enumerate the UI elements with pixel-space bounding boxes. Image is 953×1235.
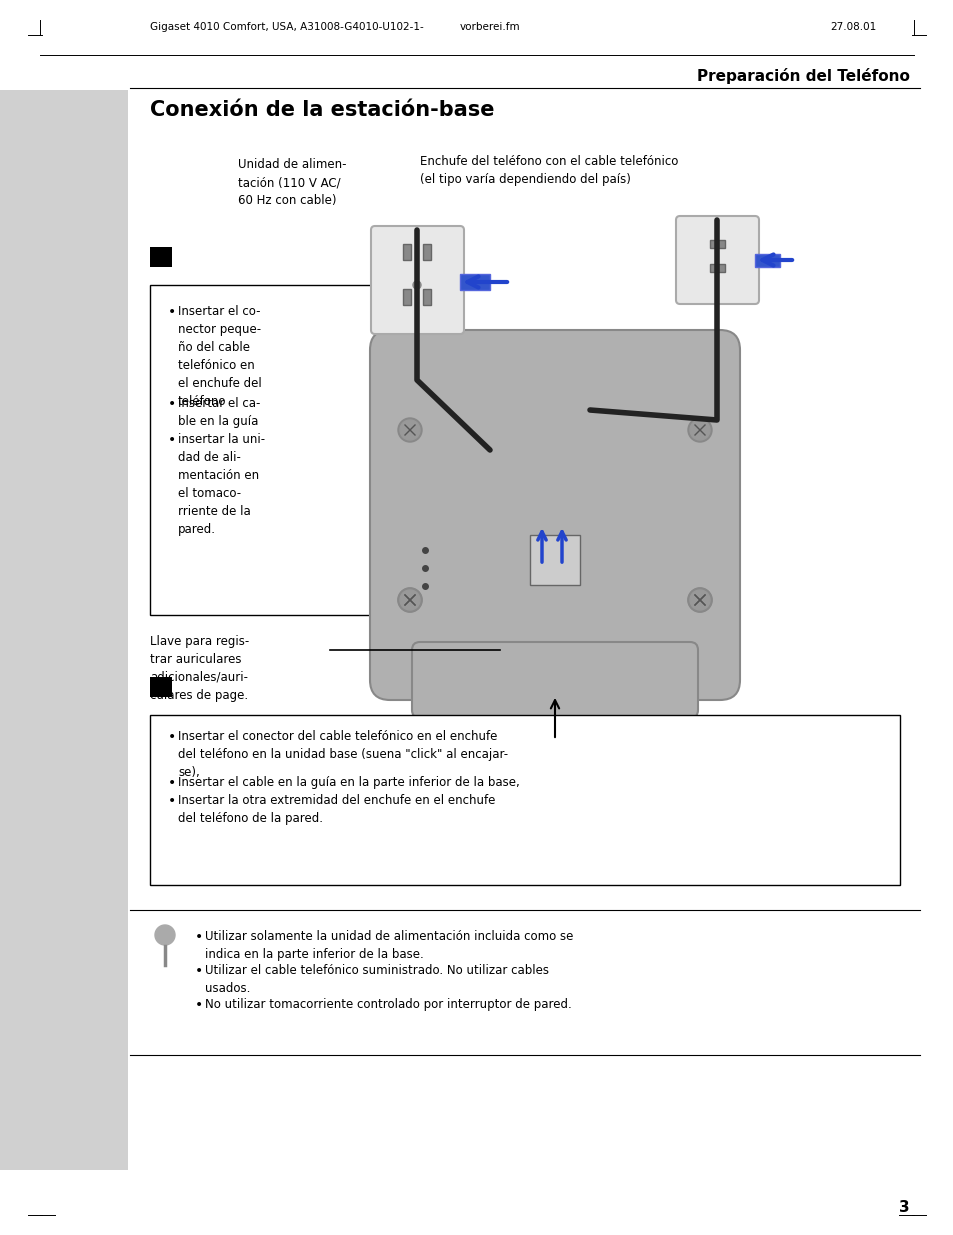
Text: Utilizar el cable telefónico suministrado. No utilizar cables
usados.: Utilizar el cable telefónico suministrad… bbox=[205, 965, 548, 995]
Circle shape bbox=[689, 590, 709, 610]
Text: insertar el ca-
ble en la guía: insertar el ca- ble en la guía bbox=[178, 396, 260, 429]
Circle shape bbox=[397, 588, 421, 613]
Bar bbox=[150, 285, 379, 615]
Text: Insertar el conector del cable telefónico en el enchufe
del teléfono en la unida: Insertar el conector del cable telefónic… bbox=[178, 730, 508, 779]
Text: •: • bbox=[194, 998, 203, 1011]
Text: Unidad de alimen-
tación (110 V AC/
60 Hz con cable): Unidad de alimen- tación (110 V AC/ 60 H… bbox=[237, 158, 346, 207]
Text: Utilizar solamente la unidad de alimentación incluida como se
indica en la parte: Utilizar solamente la unidad de alimenta… bbox=[205, 930, 573, 961]
Circle shape bbox=[689, 590, 709, 610]
Text: •: • bbox=[168, 794, 176, 808]
Bar bbox=[402, 245, 411, 261]
Text: Conexión de la estación-base: Conexión de la estación-base bbox=[150, 100, 494, 120]
Circle shape bbox=[687, 417, 711, 442]
Bar bbox=[530, 535, 579, 585]
Text: 1: 1 bbox=[156, 268, 165, 282]
Text: Gigaset 4010 Comfort, USA, A31008-G4010-U102-1-: Gigaset 4010 Comfort, USA, A31008-G4010-… bbox=[150, 22, 423, 32]
Text: vorberei.fm: vorberei.fm bbox=[459, 22, 519, 32]
Bar bbox=[422, 245, 431, 261]
Text: •: • bbox=[194, 965, 203, 978]
Bar bbox=[402, 289, 411, 305]
Bar bbox=[0, 90, 128, 1170]
Circle shape bbox=[397, 417, 421, 442]
FancyBboxPatch shape bbox=[676, 216, 759, 304]
Circle shape bbox=[399, 590, 419, 610]
Text: •: • bbox=[194, 930, 203, 944]
Bar bbox=[150, 247, 172, 267]
Text: Insertar la otra extremidad del enchufe en el enchufe
del teléfono de la pared.: Insertar la otra extremidad del enchufe … bbox=[178, 794, 495, 825]
Text: 27.08.01: 27.08.01 bbox=[829, 22, 876, 32]
Text: •: • bbox=[168, 305, 176, 319]
Circle shape bbox=[397, 588, 421, 613]
Bar bbox=[709, 264, 724, 272]
Bar bbox=[422, 289, 431, 305]
Text: Insertar el cable en la guía en la parte inferior de la base,: Insertar el cable en la guía en la parte… bbox=[178, 776, 519, 789]
Bar bbox=[709, 240, 724, 248]
Circle shape bbox=[154, 925, 174, 945]
Circle shape bbox=[689, 420, 709, 440]
Text: •: • bbox=[168, 730, 176, 743]
Bar bbox=[754, 254, 780, 267]
Text: Enchufe del teléfono con el cable telefónico
(el tipo varía dependiendo del país: Enchufe del teléfono con el cable telefó… bbox=[419, 156, 678, 186]
Bar bbox=[459, 274, 490, 290]
Text: Preparación del Teléfono: Preparación del Teléfono bbox=[697, 68, 909, 84]
Text: 3: 3 bbox=[899, 1200, 909, 1215]
Circle shape bbox=[399, 420, 419, 440]
FancyBboxPatch shape bbox=[371, 226, 463, 333]
Text: No utilizar tomacorriente controlado por interruptor de pared.: No utilizar tomacorriente controlado por… bbox=[205, 998, 571, 1011]
Text: insertar la uni-
dad de ali-
mentación en
el tomaco-
rriente de la
pared.: insertar la uni- dad de ali- mentación e… bbox=[178, 433, 265, 536]
Text: Llave para regis-
trar auriculares
adicionales/auri-
culares de page.: Llave para regis- trar auriculares adici… bbox=[150, 635, 249, 701]
Text: •: • bbox=[168, 776, 176, 790]
Text: •: • bbox=[168, 396, 176, 411]
Circle shape bbox=[399, 590, 419, 610]
FancyBboxPatch shape bbox=[412, 642, 698, 718]
Text: 2: 2 bbox=[156, 698, 165, 711]
Circle shape bbox=[687, 588, 711, 613]
Text: Insertar el co-
nector peque-
ño del cable
telefónico en
el enchufe del
teléfono: Insertar el co- nector peque- ño del cab… bbox=[178, 305, 261, 408]
Circle shape bbox=[413, 282, 420, 289]
Bar bbox=[150, 715, 899, 885]
Bar bbox=[150, 677, 172, 697]
Circle shape bbox=[687, 588, 711, 613]
FancyBboxPatch shape bbox=[370, 330, 740, 700]
Text: •: • bbox=[168, 433, 176, 447]
